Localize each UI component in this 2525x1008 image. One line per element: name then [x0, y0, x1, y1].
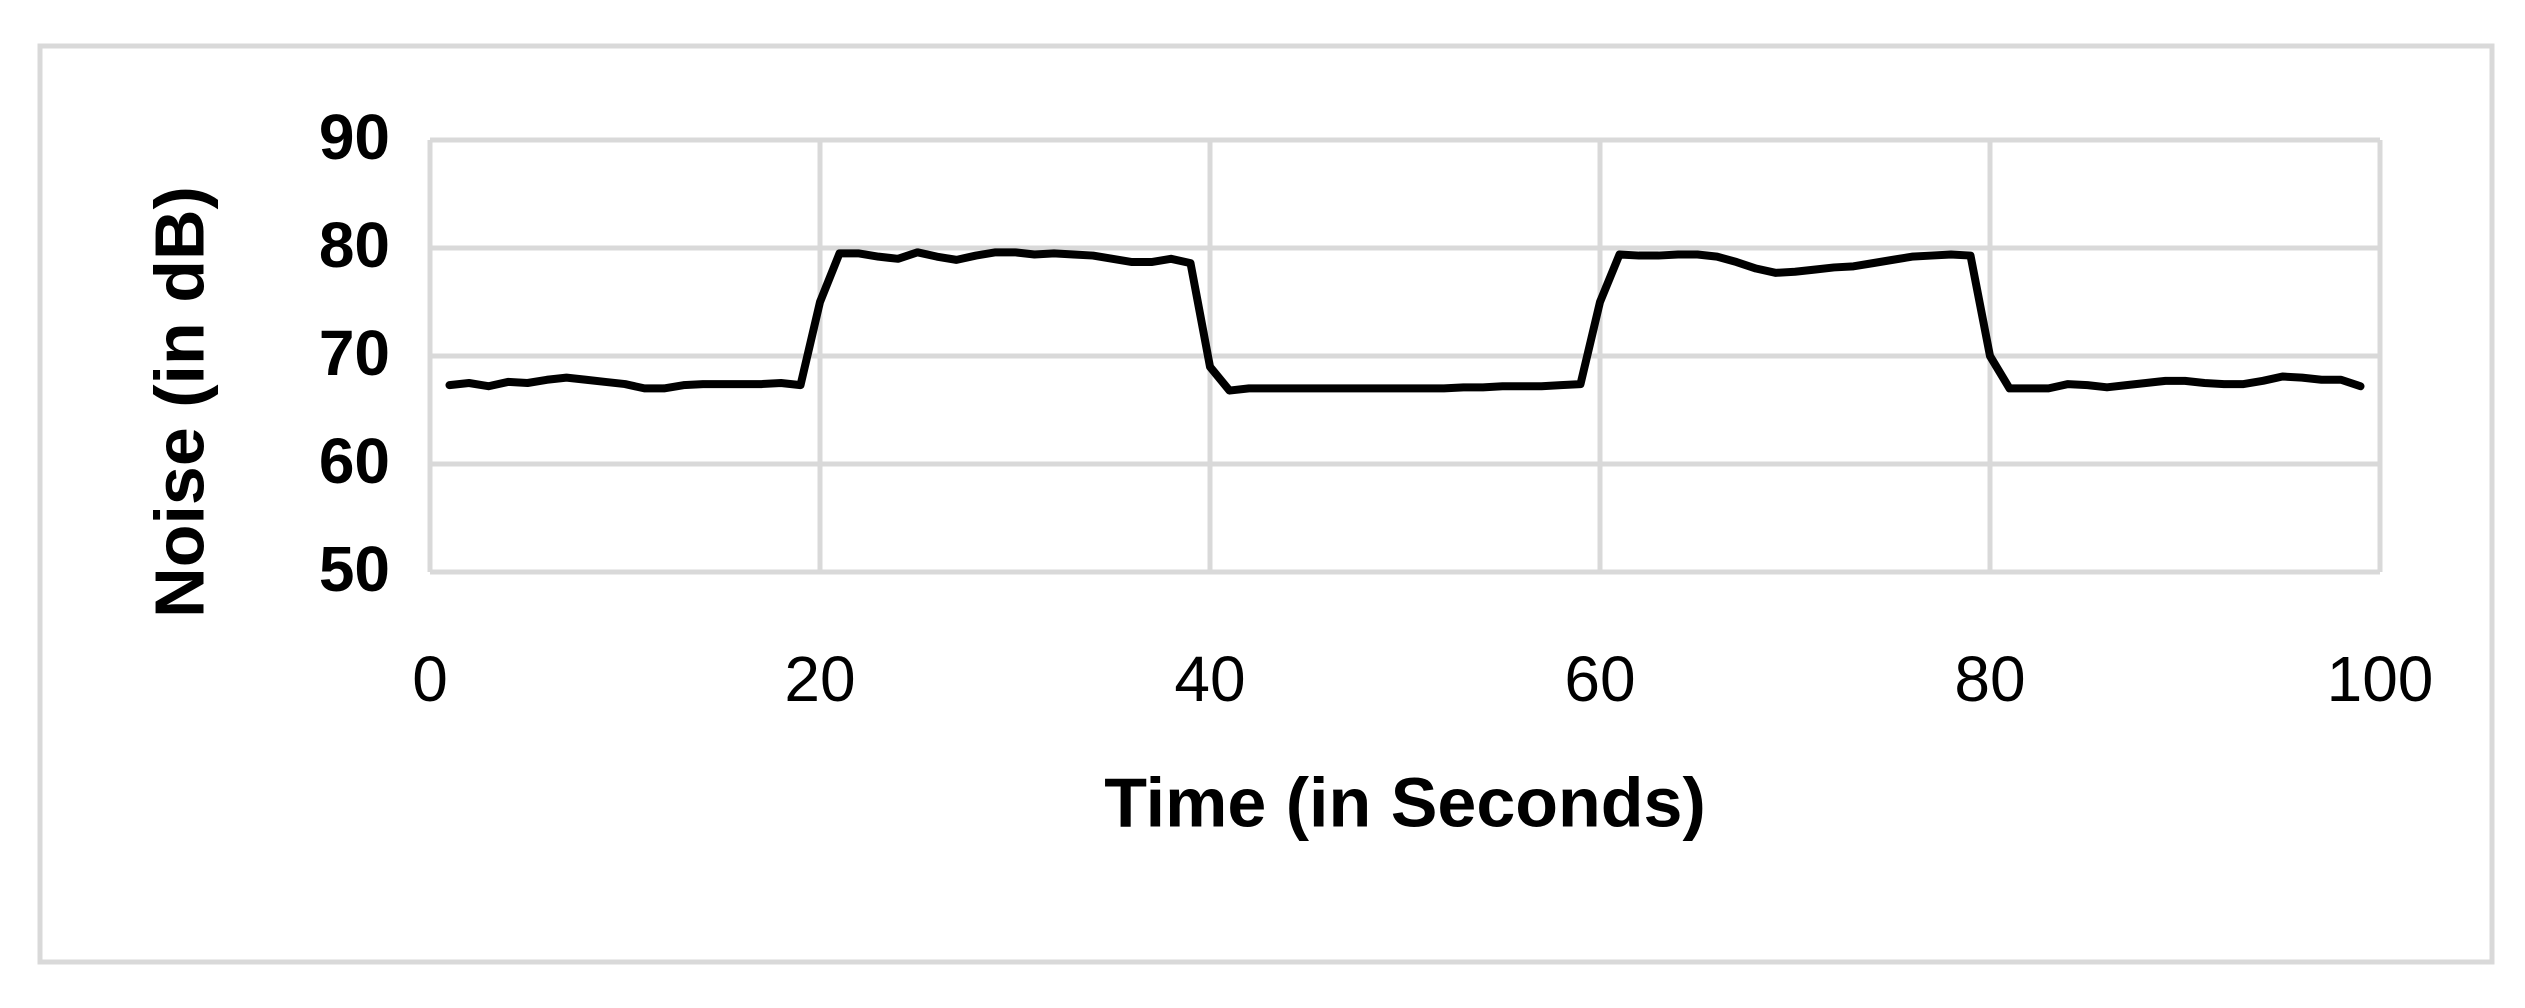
y-tick-label: 70	[319, 317, 390, 389]
y-tick-label: 80	[319, 209, 390, 281]
x-tick-label: 100	[2327, 643, 2434, 715]
ticks: 50 60 70 80 90 0 20 40 60 80 100	[319, 101, 2434, 715]
data-line	[445, 248, 2365, 395]
x-tick-label: 80	[1954, 643, 2025, 715]
chart-border	[37, 43, 2495, 965]
x-tick-label: 60	[1564, 643, 1635, 715]
y-tick-label: 90	[319, 101, 390, 173]
x-tick-label: 40	[1174, 643, 1245, 715]
y-tick-label: 50	[319, 533, 390, 605]
x-axis-title: Time (in Seconds)	[1104, 763, 1706, 841]
x-tick-label: 20	[784, 643, 855, 715]
x-tick-label: 0	[412, 643, 448, 715]
y-tick-label: 60	[319, 425, 390, 497]
lines	[445, 248, 2365, 395]
y-axis-title: Noise (in dB)	[140, 186, 218, 618]
